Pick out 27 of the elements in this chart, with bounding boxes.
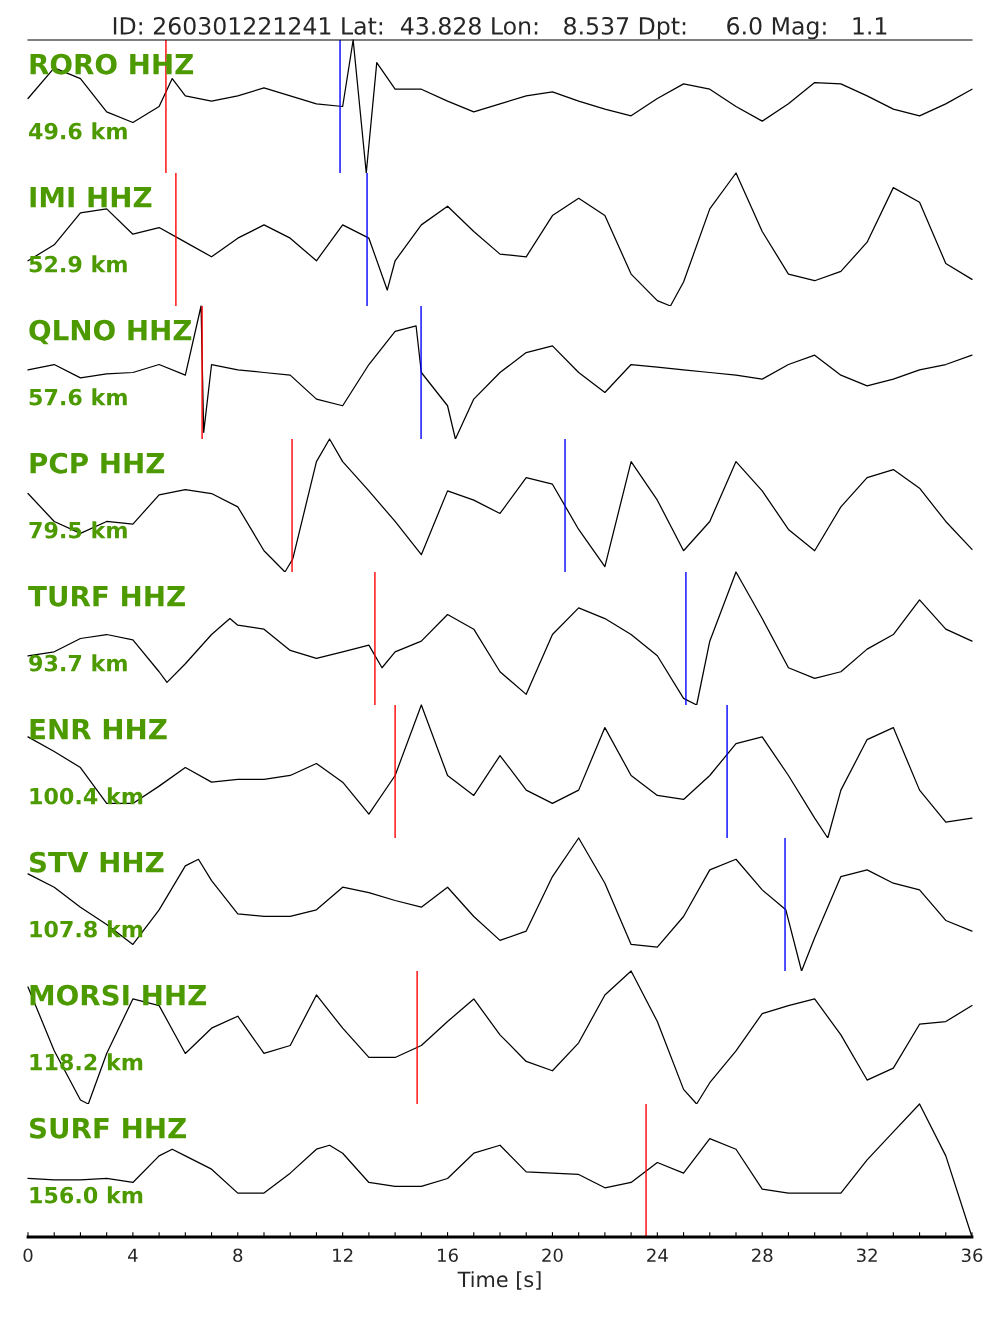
annotation: MORSI HHZ <box>30 984 207 1006</box>
annotation: STV HHZ <box>29 851 164 873</box>
annotation: 156.0 km <box>30 1186 143 1204</box>
annotation: 100.4 km <box>30 787 143 805</box>
x-tick-label: 12 <box>333 1248 353 1262</box>
x-tick-label: 4 <box>128 1248 138 1262</box>
annotation: 79.5 km <box>29 521 127 539</box>
x-tick-label: 20 <box>542 1248 563 1263</box>
x-tick-label: 16 <box>438 1248 458 1263</box>
annotation: QLNO HHZ <box>29 319 192 345</box>
x-tick-label: 36 <box>961 1248 983 1263</box>
annotation: ENR HHZ <box>30 719 167 740</box>
x-tick-label: 8 <box>233 1248 243 1263</box>
x-tick-label: 24 <box>647 1248 668 1262</box>
annotation: 52.9 km <box>29 255 127 273</box>
x-tick-label: 28 <box>752 1248 773 1263</box>
x-tick-label: 0 <box>23 1248 33 1263</box>
annotation: 49.6 km <box>29 122 127 140</box>
x-tick-label: 32 <box>857 1248 877 1263</box>
annotation: TURF HHZ <box>28 586 185 607</box>
annotation: SURF HHZ <box>29 1117 186 1139</box>
annotation: 93.7 km <box>29 654 127 672</box>
annotation: 57.6 km <box>29 388 127 406</box>
chart-title: ID: 260301221241 Lat: 43.828 Lon: 8.537 Dpt: 6.0 Mag: 1.1 <box>113 16 887 40</box>
annotation: IMI HHZ <box>30 187 152 208</box>
x-axis-title: Time [s] <box>457 1271 541 1290</box>
annotation: PCP HHZ <box>30 452 165 474</box>
